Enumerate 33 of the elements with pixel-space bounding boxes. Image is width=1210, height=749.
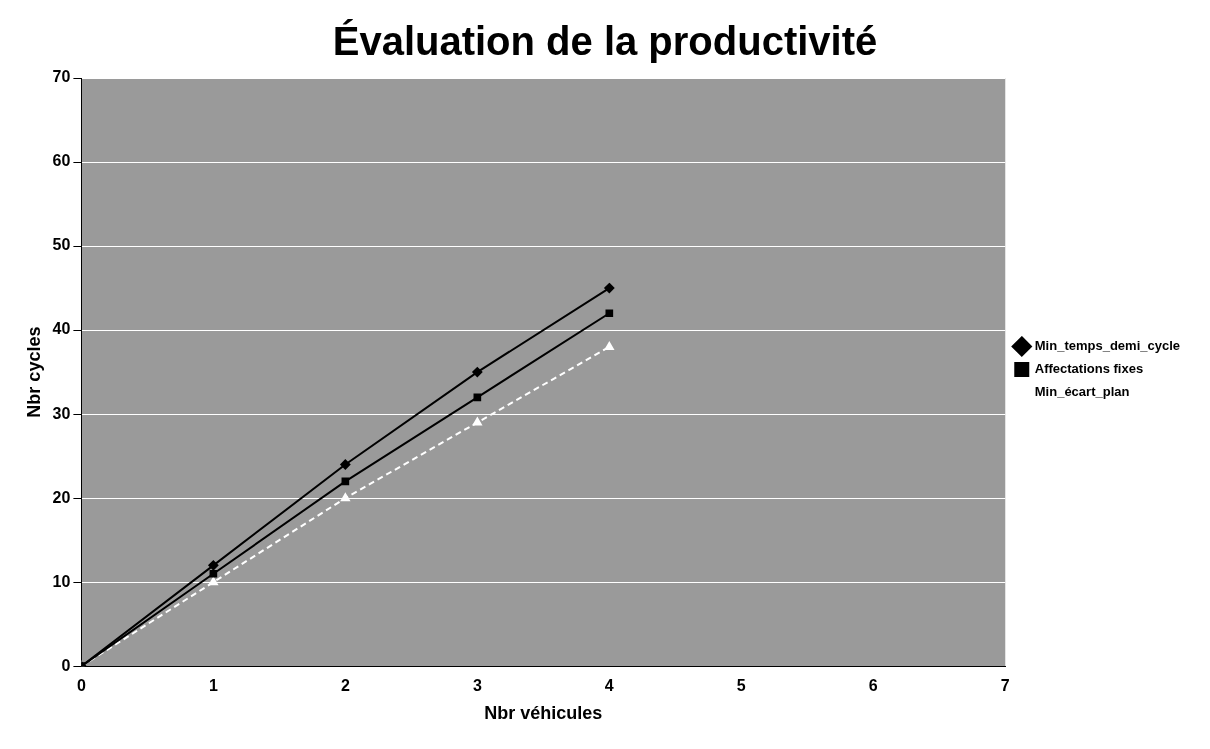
y-tick-label: 0: [61, 656, 71, 674]
point: [208, 577, 218, 586]
legend-label: Min_temps_demi_cycle: [1034, 338, 1180, 354]
chart-title: Évaluation de la productivité: [332, 19, 878, 64]
point: [605, 309, 614, 318]
x-tick-label: 5: [736, 677, 746, 695]
x-tick-label: 6: [868, 677, 878, 695]
point: [340, 493, 350, 502]
point: [473, 393, 482, 402]
text: Min_écart_plan: [1034, 384, 1130, 400]
x-tick-label: 2: [340, 677, 350, 695]
y-tick-label: 30: [52, 404, 71, 422]
y-axis-title: Nbr cycles: [23, 326, 44, 418]
x-tick-label: 3: [472, 677, 482, 695]
y-tick-label: 10: [52, 572, 71, 590]
point: [472, 417, 482, 426]
point: [209, 569, 218, 578]
legend-label: Affectations fixes: [1034, 361, 1144, 377]
x-tick-label: 7: [1000, 677, 1010, 695]
point: [604, 341, 614, 350]
point: [604, 283, 615, 294]
x-tick-label: 0: [76, 677, 86, 695]
y-tick-label: 70: [52, 68, 71, 86]
x-tick-label: 1: [208, 677, 218, 695]
x-tick-label: 4: [604, 677, 614, 695]
x-axis-title: Nbr véhicules: [484, 703, 603, 724]
point: [472, 367, 483, 378]
y-tick-label: 20: [52, 488, 71, 506]
y-tick-label: 60: [52, 152, 71, 170]
y-tick-label: 50: [52, 236, 71, 254]
y-tick-label: 40: [52, 320, 71, 338]
point: [340, 459, 351, 470]
point: [208, 560, 219, 571]
